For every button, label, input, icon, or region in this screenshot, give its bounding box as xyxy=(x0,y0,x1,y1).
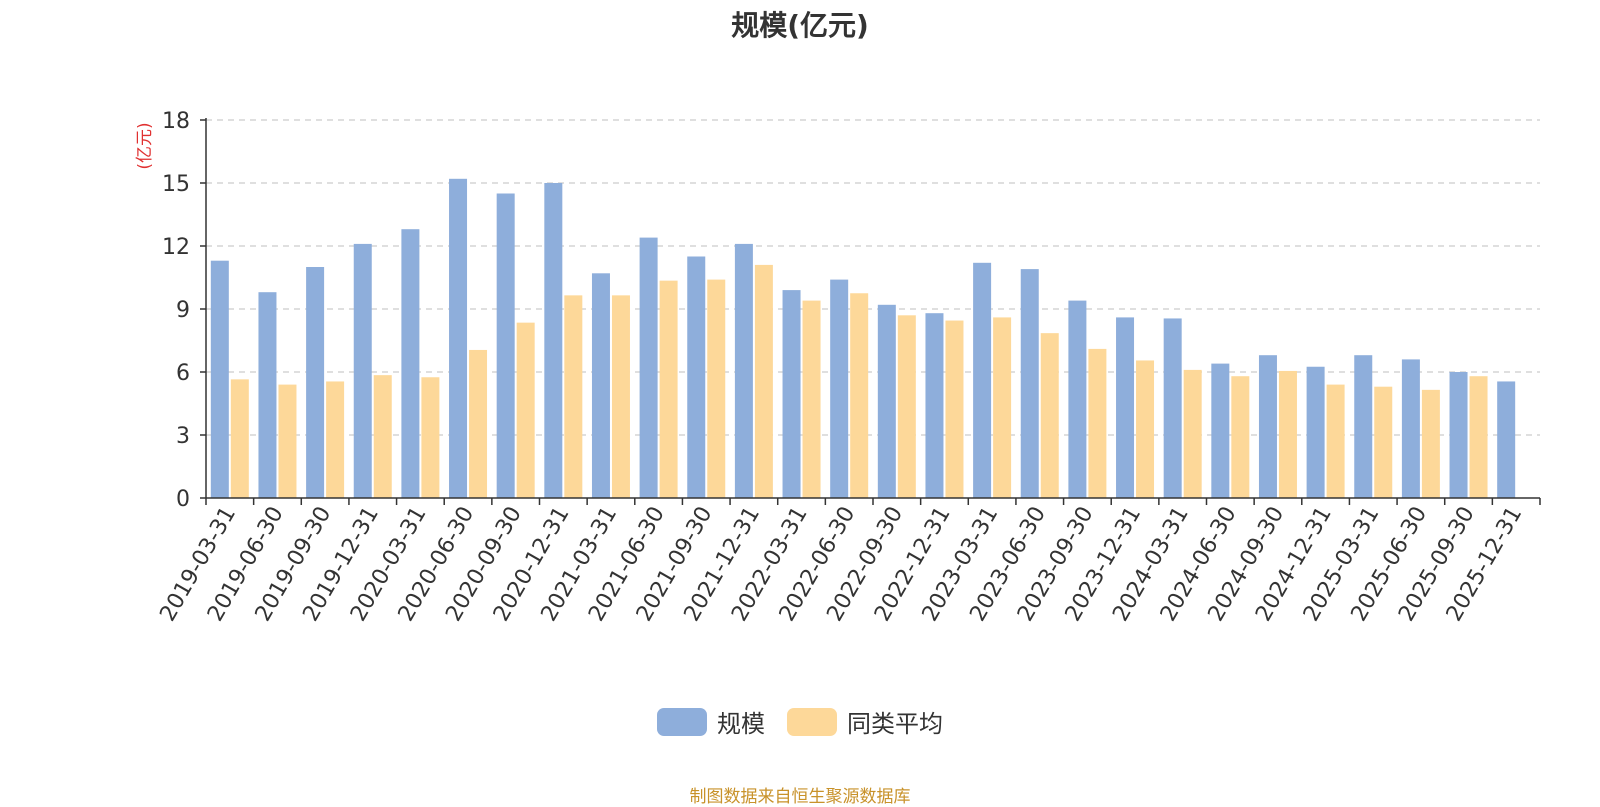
bar-scale xyxy=(1211,363,1230,498)
bar-peer-average xyxy=(230,379,249,498)
bar-peer-average xyxy=(516,322,535,498)
bar-scale xyxy=(1068,300,1087,498)
bar-peer-average xyxy=(373,375,392,498)
bar-scale xyxy=(401,229,420,498)
bar-scale xyxy=(877,304,896,498)
bar-peer-average xyxy=(278,384,297,498)
bar-scale xyxy=(1258,355,1277,498)
bar-peer-average xyxy=(1421,389,1440,498)
bar-peer-average xyxy=(1326,384,1345,498)
legend-swatch-scale xyxy=(657,707,707,736)
bar-peer-average xyxy=(659,280,678,498)
bar-peer-average xyxy=(1278,370,1297,498)
bar-scale xyxy=(496,193,515,498)
bar-peer-average xyxy=(1469,376,1488,498)
source-note: 制图数据来自恒生聚源数据库 xyxy=(689,787,911,807)
y-tick-label: 3 xyxy=(176,424,190,449)
bar-scale xyxy=(306,267,325,498)
legend-swatch-peer-average xyxy=(787,707,837,736)
bar-peer-average xyxy=(993,317,1012,498)
bar-scale xyxy=(1449,372,1468,498)
bar-peer-average xyxy=(421,377,440,498)
bar-peer-average xyxy=(1374,386,1393,498)
bar-scale xyxy=(1497,381,1516,498)
bar-peer-average xyxy=(326,381,345,498)
bars xyxy=(210,178,1516,499)
bar-scale xyxy=(544,183,563,498)
bar-peer-average xyxy=(1183,369,1202,498)
bar-peer-average xyxy=(707,279,726,498)
y-tick-label: 15 xyxy=(162,172,190,197)
legend-item-scale[interactable]: 规模 xyxy=(657,704,765,739)
bar-peer-average xyxy=(897,315,916,498)
bar-scale xyxy=(1306,366,1325,498)
legend-label-scale: 规模 xyxy=(717,710,765,738)
y-tick-label: 6 xyxy=(176,361,190,386)
bar-peer-average xyxy=(1231,376,1250,498)
y-tick-label: 18 xyxy=(162,109,190,134)
bar-scale xyxy=(1116,317,1135,498)
bar-scale xyxy=(973,262,992,498)
bar-peer-average xyxy=(802,300,821,498)
bar-scale xyxy=(449,178,468,499)
bar-peer-average xyxy=(850,293,869,498)
bar-peer-average xyxy=(564,295,583,498)
y-tick-label: 12 xyxy=(162,235,190,260)
bar-peer-average xyxy=(1040,333,1059,498)
bar-scale xyxy=(1020,269,1039,498)
legend: 规模 同类平均 xyxy=(0,704,1600,739)
bar-scale xyxy=(1401,359,1420,498)
bar-peer-average xyxy=(611,295,630,498)
bar-peer-average xyxy=(1088,348,1107,498)
bar-scale xyxy=(258,292,277,498)
bar-scale xyxy=(734,243,753,498)
bar-peer-average xyxy=(469,349,488,498)
bar-scale xyxy=(639,237,658,498)
y-tick-label: 0 xyxy=(176,487,190,512)
bar-scale xyxy=(591,273,610,498)
bar-scale xyxy=(1354,355,1373,498)
bar-scale xyxy=(687,256,706,498)
y-axis-label: (亿元) xyxy=(135,122,155,169)
bar-scale xyxy=(782,290,801,498)
chart-title: 规模(亿元) xyxy=(731,9,869,42)
bar-scale xyxy=(925,313,944,498)
bar-scale xyxy=(830,279,849,498)
legend-item-peer-average[interactable]: 同类平均 xyxy=(787,704,943,739)
y-tick-label: 9 xyxy=(176,298,190,323)
bar-scale xyxy=(353,243,372,498)
bar-scale xyxy=(1163,318,1182,498)
bar-peer-average xyxy=(754,264,773,498)
bar-scale xyxy=(210,260,229,498)
legend-label-peer-average: 同类平均 xyxy=(847,710,943,738)
bar-peer-average xyxy=(945,320,964,498)
bar-peer-average xyxy=(1136,360,1155,498)
